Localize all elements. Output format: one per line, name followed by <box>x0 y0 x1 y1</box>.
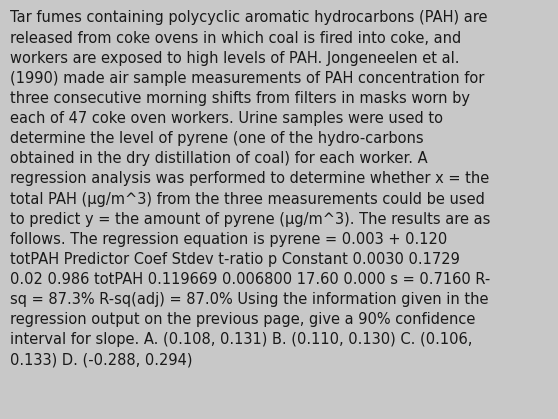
Text: interval for slope. A. (0.108, 0.131) B. (0.110, 0.130) C. (0.106,: interval for slope. A. (0.108, 0.131) B.… <box>10 332 473 347</box>
Text: determine the level of pyrene (one of the hydro-carbons: determine the level of pyrene (one of th… <box>10 131 424 146</box>
Text: obtained in the dry distillation of coal) for each worker. A: obtained in the dry distillation of coal… <box>10 151 427 166</box>
Text: follows. The regression equation is pyrene = 0.003 + 0.120: follows. The regression equation is pyre… <box>10 232 448 247</box>
Text: regression output on the previous page, give a 90% confidence: regression output on the previous page, … <box>10 312 475 327</box>
Text: three consecutive morning shifts from filters in masks worn by: three consecutive morning shifts from fi… <box>10 91 470 106</box>
Text: Tar fumes containing polycyclic aromatic hydrocarbons (PAH) are: Tar fumes containing polycyclic aromatic… <box>10 10 488 26</box>
Text: each of 47 coke oven workers. Urine samples were used to: each of 47 coke oven workers. Urine samp… <box>10 111 443 126</box>
Text: totPAH Predictor Coef Stdev t-ratio p Constant 0.0030 0.1729: totPAH Predictor Coef Stdev t-ratio p Co… <box>10 252 460 267</box>
Text: total PAH (µg/m^3) from the three measurements could be used: total PAH (µg/m^3) from the three measur… <box>10 191 485 207</box>
Text: 0.133) D. (-0.288, 0.294): 0.133) D. (-0.288, 0.294) <box>10 353 193 367</box>
Text: released from coke ovens in which coal is fired into coke, and: released from coke ovens in which coal i… <box>10 31 461 46</box>
Text: to predict y = the amount of pyrene (µg/m^3). The results are as: to predict y = the amount of pyrene (µg/… <box>10 212 490 227</box>
Text: regression analysis was performed to determine whether x = the: regression analysis was performed to det… <box>10 171 489 186</box>
Text: workers are exposed to high levels of PAH. Jongeneelen et al.: workers are exposed to high levels of PA… <box>10 51 460 66</box>
Text: (1990) made air sample measurements of PAH concentration for: (1990) made air sample measurements of P… <box>10 71 484 86</box>
Text: 0.02 0.986 totPAH 0.119669 0.006800 17.60 0.000 s = 0.7160 R-: 0.02 0.986 totPAH 0.119669 0.006800 17.6… <box>10 272 490 287</box>
Text: sq = 87.3% R-sq(adj) = 87.0% Using the information given in the: sq = 87.3% R-sq(adj) = 87.0% Using the i… <box>10 292 489 307</box>
